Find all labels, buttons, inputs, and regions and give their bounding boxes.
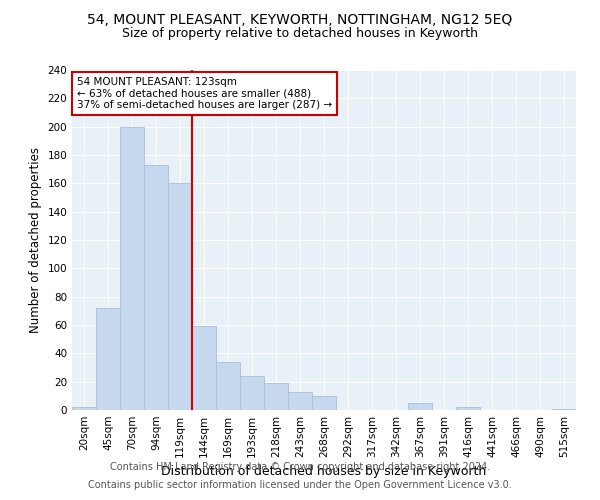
Bar [144, 165, 168, 410]
Bar [216, 362, 240, 410]
Bar [264, 383, 288, 410]
Bar [408, 403, 432, 410]
Bar [288, 392, 312, 410]
Bar [72, 407, 96, 410]
Bar [192, 326, 216, 410]
Bar [96, 308, 120, 410]
Text: Contains public sector information licensed under the Open Government Licence v3: Contains public sector information licen… [88, 480, 512, 490]
Bar [120, 126, 144, 410]
Bar [240, 376, 264, 410]
Bar [552, 408, 576, 410]
Text: 54 MOUNT PLEASANT: 123sqm
← 63% of detached houses are smaller (488)
37% of semi: 54 MOUNT PLEASANT: 123sqm ← 63% of detac… [77, 77, 332, 110]
Text: Size of property relative to detached houses in Keyworth: Size of property relative to detached ho… [122, 28, 478, 40]
Text: Contains HM Land Registry data © Crown copyright and database right 2024.: Contains HM Land Registry data © Crown c… [110, 462, 490, 472]
Text: 54, MOUNT PLEASANT, KEYWORTH, NOTTINGHAM, NG12 5EQ: 54, MOUNT PLEASANT, KEYWORTH, NOTTINGHAM… [88, 12, 512, 26]
Bar [456, 407, 480, 410]
Bar [312, 396, 336, 410]
Y-axis label: Number of detached properties: Number of detached properties [29, 147, 42, 333]
Bar [168, 184, 192, 410]
X-axis label: Distribution of detached houses by size in Keyworth: Distribution of detached houses by size … [161, 466, 487, 478]
